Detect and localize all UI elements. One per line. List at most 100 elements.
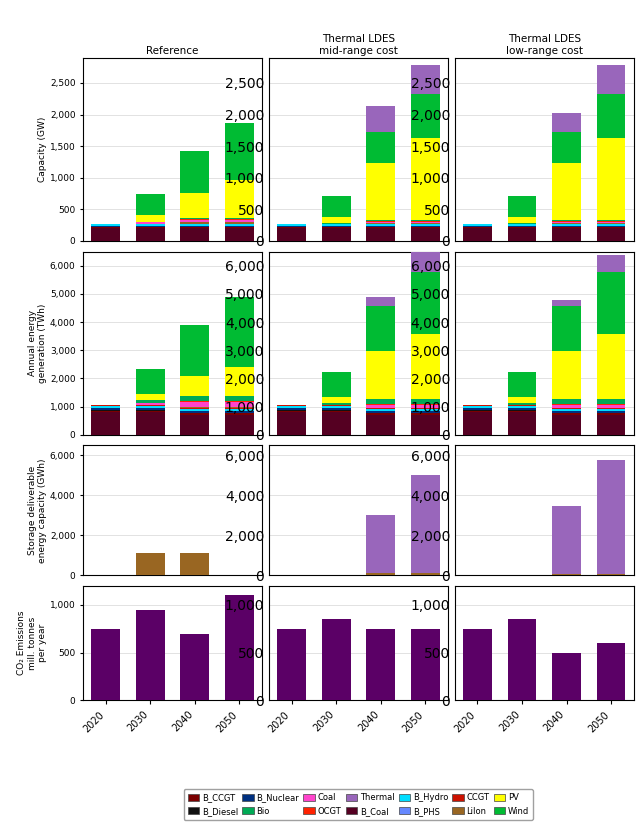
Bar [225,596,254,700]
Bar [596,574,625,575]
Bar [136,403,164,405]
Bar [180,402,209,407]
Bar [180,226,209,227]
Bar [180,193,209,218]
Bar [322,397,351,403]
Bar [508,226,536,227]
Bar [92,406,120,408]
Bar [180,218,209,219]
Bar [463,406,492,408]
Bar [463,226,492,227]
Bar [552,351,581,399]
Bar [180,376,209,396]
Bar [225,414,254,415]
Bar [225,123,254,180]
Bar [596,399,625,405]
Bar [508,372,536,397]
Bar [322,224,351,226]
Bar [366,224,395,226]
Bar [277,629,306,700]
Bar [411,224,440,226]
Bar [366,411,395,413]
Bar [136,215,164,222]
Bar [596,255,625,272]
Bar [322,217,351,222]
Bar [596,220,625,222]
Bar [225,411,254,413]
Bar [225,228,254,241]
Bar [508,620,536,700]
Bar [596,94,625,138]
Bar [552,227,581,228]
Bar [180,634,209,700]
Bar [136,412,164,435]
Bar [277,224,306,226]
Bar [92,412,120,435]
Bar [552,653,581,700]
Bar [92,224,120,226]
Bar [92,227,120,228]
Bar [552,220,581,222]
Bar [411,65,440,94]
Bar [508,397,536,403]
Bar [322,403,351,405]
Bar [136,610,164,700]
Bar [180,325,209,376]
Bar [366,106,395,132]
Bar [180,415,209,435]
Bar [596,415,625,435]
Bar [366,415,395,435]
Bar [225,219,254,220]
Bar [180,553,209,575]
Bar [225,402,254,407]
Bar [366,228,395,241]
Bar [411,405,440,408]
Bar [92,408,120,410]
Bar [411,94,440,138]
Bar [225,368,254,396]
Bar [596,405,625,408]
Bar [411,409,440,411]
Bar [366,409,395,411]
Bar [136,410,164,412]
Bar [411,334,440,399]
Bar [366,629,395,700]
Bar [463,227,492,228]
Bar [508,403,536,405]
Bar [411,414,440,415]
Bar [463,408,492,410]
Bar [180,396,209,401]
Bar [411,220,440,222]
Bar [277,408,306,410]
Bar [136,400,164,403]
Bar [92,629,120,700]
Bar [322,227,351,228]
Bar [596,411,625,413]
Bar [596,226,625,227]
Bar [92,228,120,241]
Bar [322,226,351,227]
Bar [552,132,581,163]
Bar [180,152,209,193]
Bar [596,138,625,220]
Bar [225,407,254,408]
Bar [508,217,536,222]
Bar [366,220,395,222]
Bar [411,574,440,575]
Bar [225,396,254,401]
Bar [136,222,164,223]
Title: Thermal LDES
low-range cost: Thermal LDES low-range cost [506,34,583,55]
Bar [225,220,254,222]
Bar [411,226,440,227]
Bar [136,228,164,241]
Bar [225,218,254,219]
Bar [411,272,440,334]
Bar [552,300,581,306]
Bar [180,220,209,222]
Bar [322,196,351,217]
Bar [552,163,581,220]
Bar [552,415,581,435]
Bar [411,228,440,241]
Bar [596,228,625,241]
Bar [411,227,440,228]
